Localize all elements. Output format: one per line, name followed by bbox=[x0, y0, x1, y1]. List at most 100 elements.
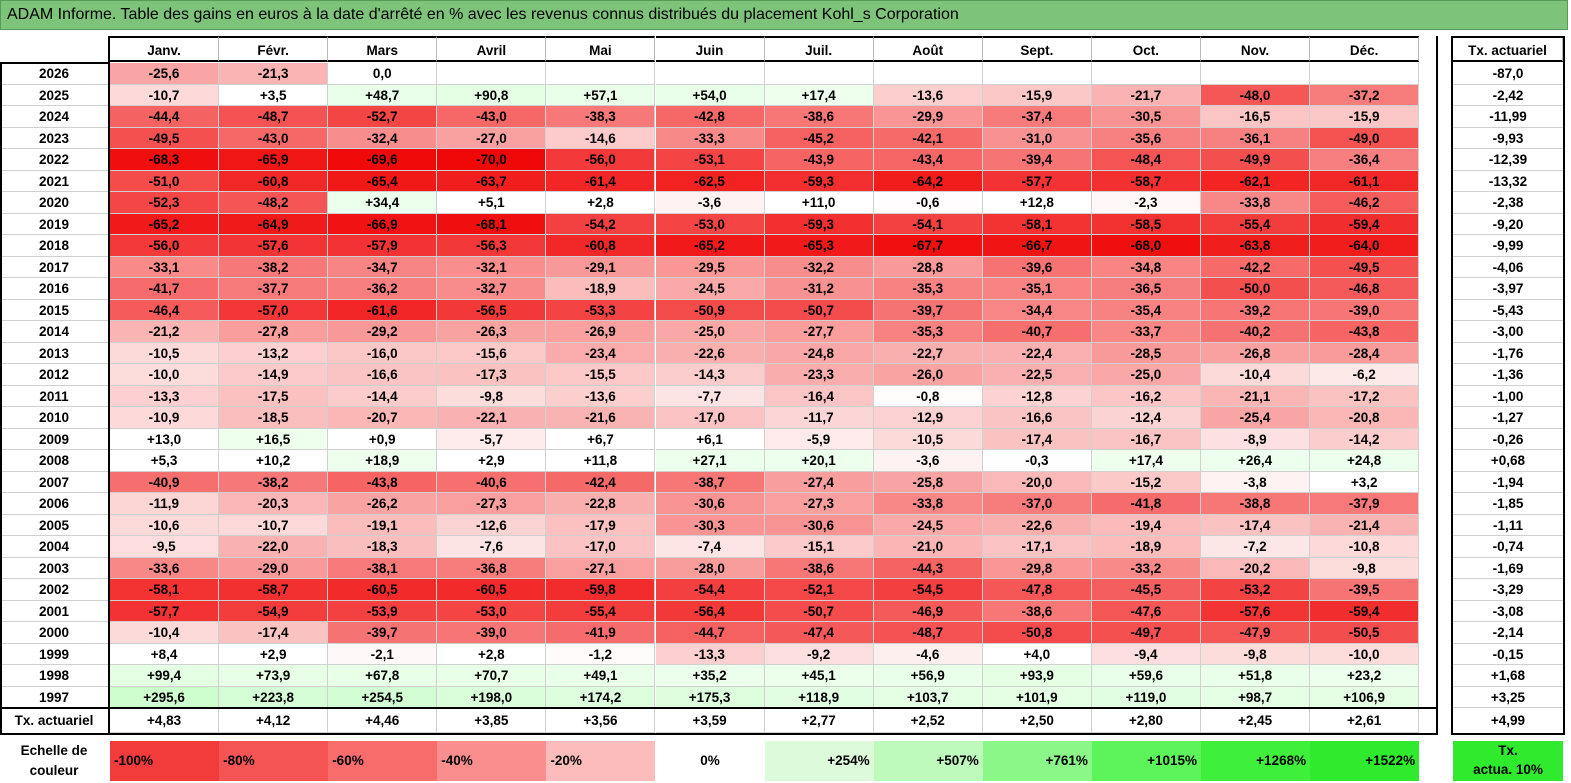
heatmap-cell: -57,0 bbox=[219, 299, 329, 321]
summary-cell: +4,46 bbox=[328, 709, 438, 733]
heatmap-cell: -42,2 bbox=[1201, 256, 1311, 278]
heatmap-cell: -39,0 bbox=[1310, 299, 1420, 321]
heatmap-cell: -27,1 bbox=[546, 557, 656, 579]
heatmap-cell: -22,4 bbox=[982, 342, 1092, 364]
heatmap-cell: -35,1 bbox=[982, 278, 1092, 300]
heatmap-cell: +175,3 bbox=[655, 686, 765, 708]
heatmap-cell: -64,0 bbox=[1310, 235, 1420, 257]
legend-color-step: +761% bbox=[982, 741, 1092, 781]
year-label: 1997 bbox=[0, 687, 108, 708]
heatmap-cell: -48,7 bbox=[219, 106, 329, 128]
heatmap-cell: -57,7 bbox=[110, 600, 220, 622]
column-header: Sept. bbox=[982, 36, 1092, 62]
actuarial-rate-cell: -5,43 bbox=[1453, 300, 1563, 321]
heatmap-cell: -29,5 bbox=[655, 256, 765, 278]
legend-color-step: +507% bbox=[873, 741, 983, 781]
heatmap-cell: -10,7 bbox=[219, 514, 329, 536]
heatmap-cell: +90,8 bbox=[437, 84, 547, 106]
column-header: Mai bbox=[546, 36, 656, 62]
year-label: 2019 bbox=[0, 214, 108, 235]
heatmap-cell: -11,7 bbox=[764, 407, 874, 429]
actuarial-rate-cell: -1,00 bbox=[1453, 386, 1563, 407]
year-label: 2016 bbox=[0, 278, 108, 300]
heatmap-cell: -52,3 bbox=[110, 192, 220, 214]
heatmap-cell: -38,7 bbox=[655, 471, 765, 493]
heatmap-cell bbox=[546, 63, 656, 85]
year-label: 2011 bbox=[0, 386, 108, 407]
heatmap-cell: +223,8 bbox=[219, 686, 329, 708]
heatmap-cell: -3,8 bbox=[1201, 471, 1311, 493]
column-header: Janv. bbox=[110, 36, 220, 62]
heatmap-cell: -15,2 bbox=[1091, 471, 1201, 493]
heatmap-cell: -11,9 bbox=[110, 493, 220, 515]
heatmap-cell: +6,1 bbox=[655, 428, 765, 450]
heatmap-cell: -33,8 bbox=[1201, 192, 1311, 214]
heatmap-cell: -41,9 bbox=[546, 622, 656, 644]
heatmap-cell: +16,5 bbox=[219, 428, 329, 450]
heatmap-cell: -6,2 bbox=[1310, 364, 1420, 386]
heatmap-cell: -52,7 bbox=[328, 106, 438, 128]
heatmap-cell: -14,9 bbox=[219, 364, 329, 386]
heatmap-cell: -32,7 bbox=[437, 278, 547, 300]
heatmap-cell: +0,9 bbox=[328, 428, 438, 450]
heatmap-cell: -39,6 bbox=[982, 256, 1092, 278]
heatmap-cell: -68,1 bbox=[437, 213, 547, 235]
heatmap-cell: +2,8 bbox=[437, 643, 547, 665]
actuarial-rate-cell: +0,68 bbox=[1453, 450, 1563, 472]
heatmap-cell: -18,9 bbox=[546, 278, 656, 300]
legend-color-step: +254% bbox=[764, 741, 874, 781]
year-label: 2003 bbox=[0, 558, 108, 579]
heatmap-cell: -54,5 bbox=[873, 579, 983, 601]
actuarial-rate-cell: -9,20 bbox=[1453, 214, 1563, 235]
legend-color-step: -80% bbox=[219, 741, 329, 781]
heatmap-cell: -17,3 bbox=[437, 364, 547, 386]
heatmap-cell: -43,8 bbox=[328, 471, 438, 493]
actuarial-rate-cell: -2,14 bbox=[1453, 622, 1563, 644]
heatmap-cell: -33,8 bbox=[873, 493, 983, 515]
summary-cell: +2,80 bbox=[1091, 709, 1201, 733]
year-label: 2023 bbox=[0, 128, 108, 149]
heatmap-cell: -68,0 bbox=[1091, 235, 1201, 257]
heatmap-cell: -38,6 bbox=[764, 106, 874, 128]
heatmap-cell: -28,5 bbox=[1091, 342, 1201, 364]
heatmap-cell: -66,9 bbox=[328, 213, 438, 235]
column-header: Déc. bbox=[1310, 36, 1420, 62]
summary-cell: +2,77 bbox=[764, 709, 874, 733]
heatmap-cell: -7,2 bbox=[1201, 536, 1311, 558]
heatmap-cell: -18,3 bbox=[328, 536, 438, 558]
actuarial-rate-cell: -1,27 bbox=[1453, 407, 1563, 429]
heatmap-cell: -59,4 bbox=[1310, 213, 1420, 235]
heatmap-cell: -54,4 bbox=[655, 579, 765, 601]
heatmap-cell: -27,4 bbox=[764, 471, 874, 493]
heatmap-cell: -13,6 bbox=[873, 84, 983, 106]
heatmap-cell: -7,7 bbox=[655, 385, 765, 407]
grid-line bbox=[108, 36, 110, 735]
heatmap-cell: -15,9 bbox=[1310, 106, 1420, 128]
heatmap-cell: -9,8 bbox=[1201, 643, 1311, 665]
heatmap-cell: -23,4 bbox=[546, 342, 656, 364]
heatmap-cell: -49,5 bbox=[110, 127, 220, 149]
heatmap-cell: -27,3 bbox=[437, 493, 547, 515]
heatmap-cell: -46,8 bbox=[1310, 278, 1420, 300]
heatmap-cell: -58,5 bbox=[1091, 213, 1201, 235]
summary-rate-cell: +4,99 bbox=[1490, 713, 1526, 728]
heatmap-cell: -16,0 bbox=[328, 342, 438, 364]
heatmap-cell: -57,6 bbox=[1201, 600, 1311, 622]
heatmap-cell: -56,5 bbox=[437, 299, 547, 321]
heatmap-cell: +8,4 bbox=[110, 643, 220, 665]
year-label: 2021 bbox=[0, 171, 108, 192]
heatmap-cell: -33,6 bbox=[110, 557, 220, 579]
actuarial-rate-cell: -12,39 bbox=[1453, 149, 1563, 171]
heatmap-cell: +11,8 bbox=[546, 450, 656, 472]
heatmap-cell: -2,1 bbox=[328, 643, 438, 665]
legend-actuarial-box: Tx. actua. 10% bbox=[1453, 741, 1563, 781]
actuarial-rate-cell: -11,99 bbox=[1453, 106, 1563, 128]
legend-actuarial-line: actua. 10% bbox=[1473, 762, 1543, 777]
heatmap-cell: -43,0 bbox=[437, 106, 547, 128]
heatmap-cell: +35,2 bbox=[655, 665, 765, 687]
actuarial-rate-cell: -3,29 bbox=[1453, 579, 1563, 601]
heatmap-cell: -39,7 bbox=[873, 299, 983, 321]
year-label: 2007 bbox=[0, 472, 108, 493]
heatmap-cell: -52,1 bbox=[764, 579, 874, 601]
heatmap-cell: -23,3 bbox=[764, 364, 874, 386]
